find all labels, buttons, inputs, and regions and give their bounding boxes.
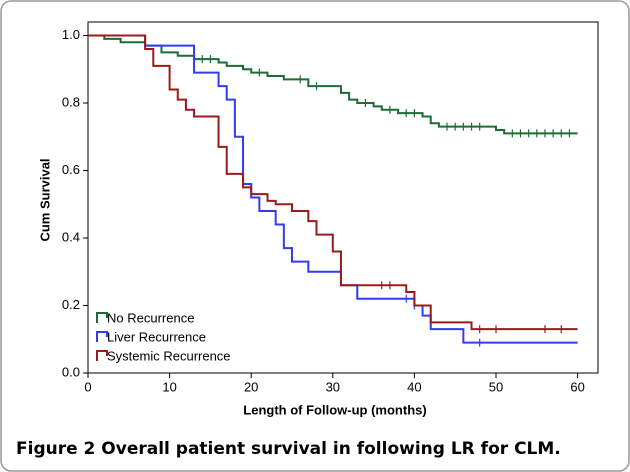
y-tick-label: 1.0 <box>62 27 80 42</box>
x-tick-label: 50 <box>489 379 503 394</box>
y-tick-label: 0.4 <box>62 229 80 244</box>
legend-symbol <box>96 350 108 361</box>
x-tick-label: 10 <box>162 379 176 394</box>
x-tick-label: 0 <box>84 379 91 394</box>
legend-symbol <box>96 331 108 342</box>
legend-label: Systemic Recurrence <box>107 348 231 363</box>
y-tick-label: 0.0 <box>62 364 80 379</box>
x-tick-label: 40 <box>407 379 421 394</box>
y-axis-label: Cum Survival <box>37 158 52 241</box>
legend-label: No Recurrence <box>107 310 194 325</box>
x-tick-label: 60 <box>570 379 584 394</box>
survival-curve <box>88 34 578 135</box>
survival-curve <box>88 34 578 331</box>
y-tick-label: 0.8 <box>62 94 80 109</box>
x-tick-label: 20 <box>244 379 258 394</box>
y-tick-label: 0.2 <box>62 297 80 312</box>
legend-label: Liver Recurrence <box>107 329 206 344</box>
plot-frame <box>87 21 599 374</box>
legend-symbol <box>96 312 108 323</box>
x-axis-label: Length of Follow-up (months) <box>243 402 426 417</box>
caption: Figure 2 Overall patient survival in fol… <box>16 439 561 459</box>
x-tick-label: 30 <box>326 379 340 394</box>
y-tick-label: 0.6 <box>62 162 80 177</box>
